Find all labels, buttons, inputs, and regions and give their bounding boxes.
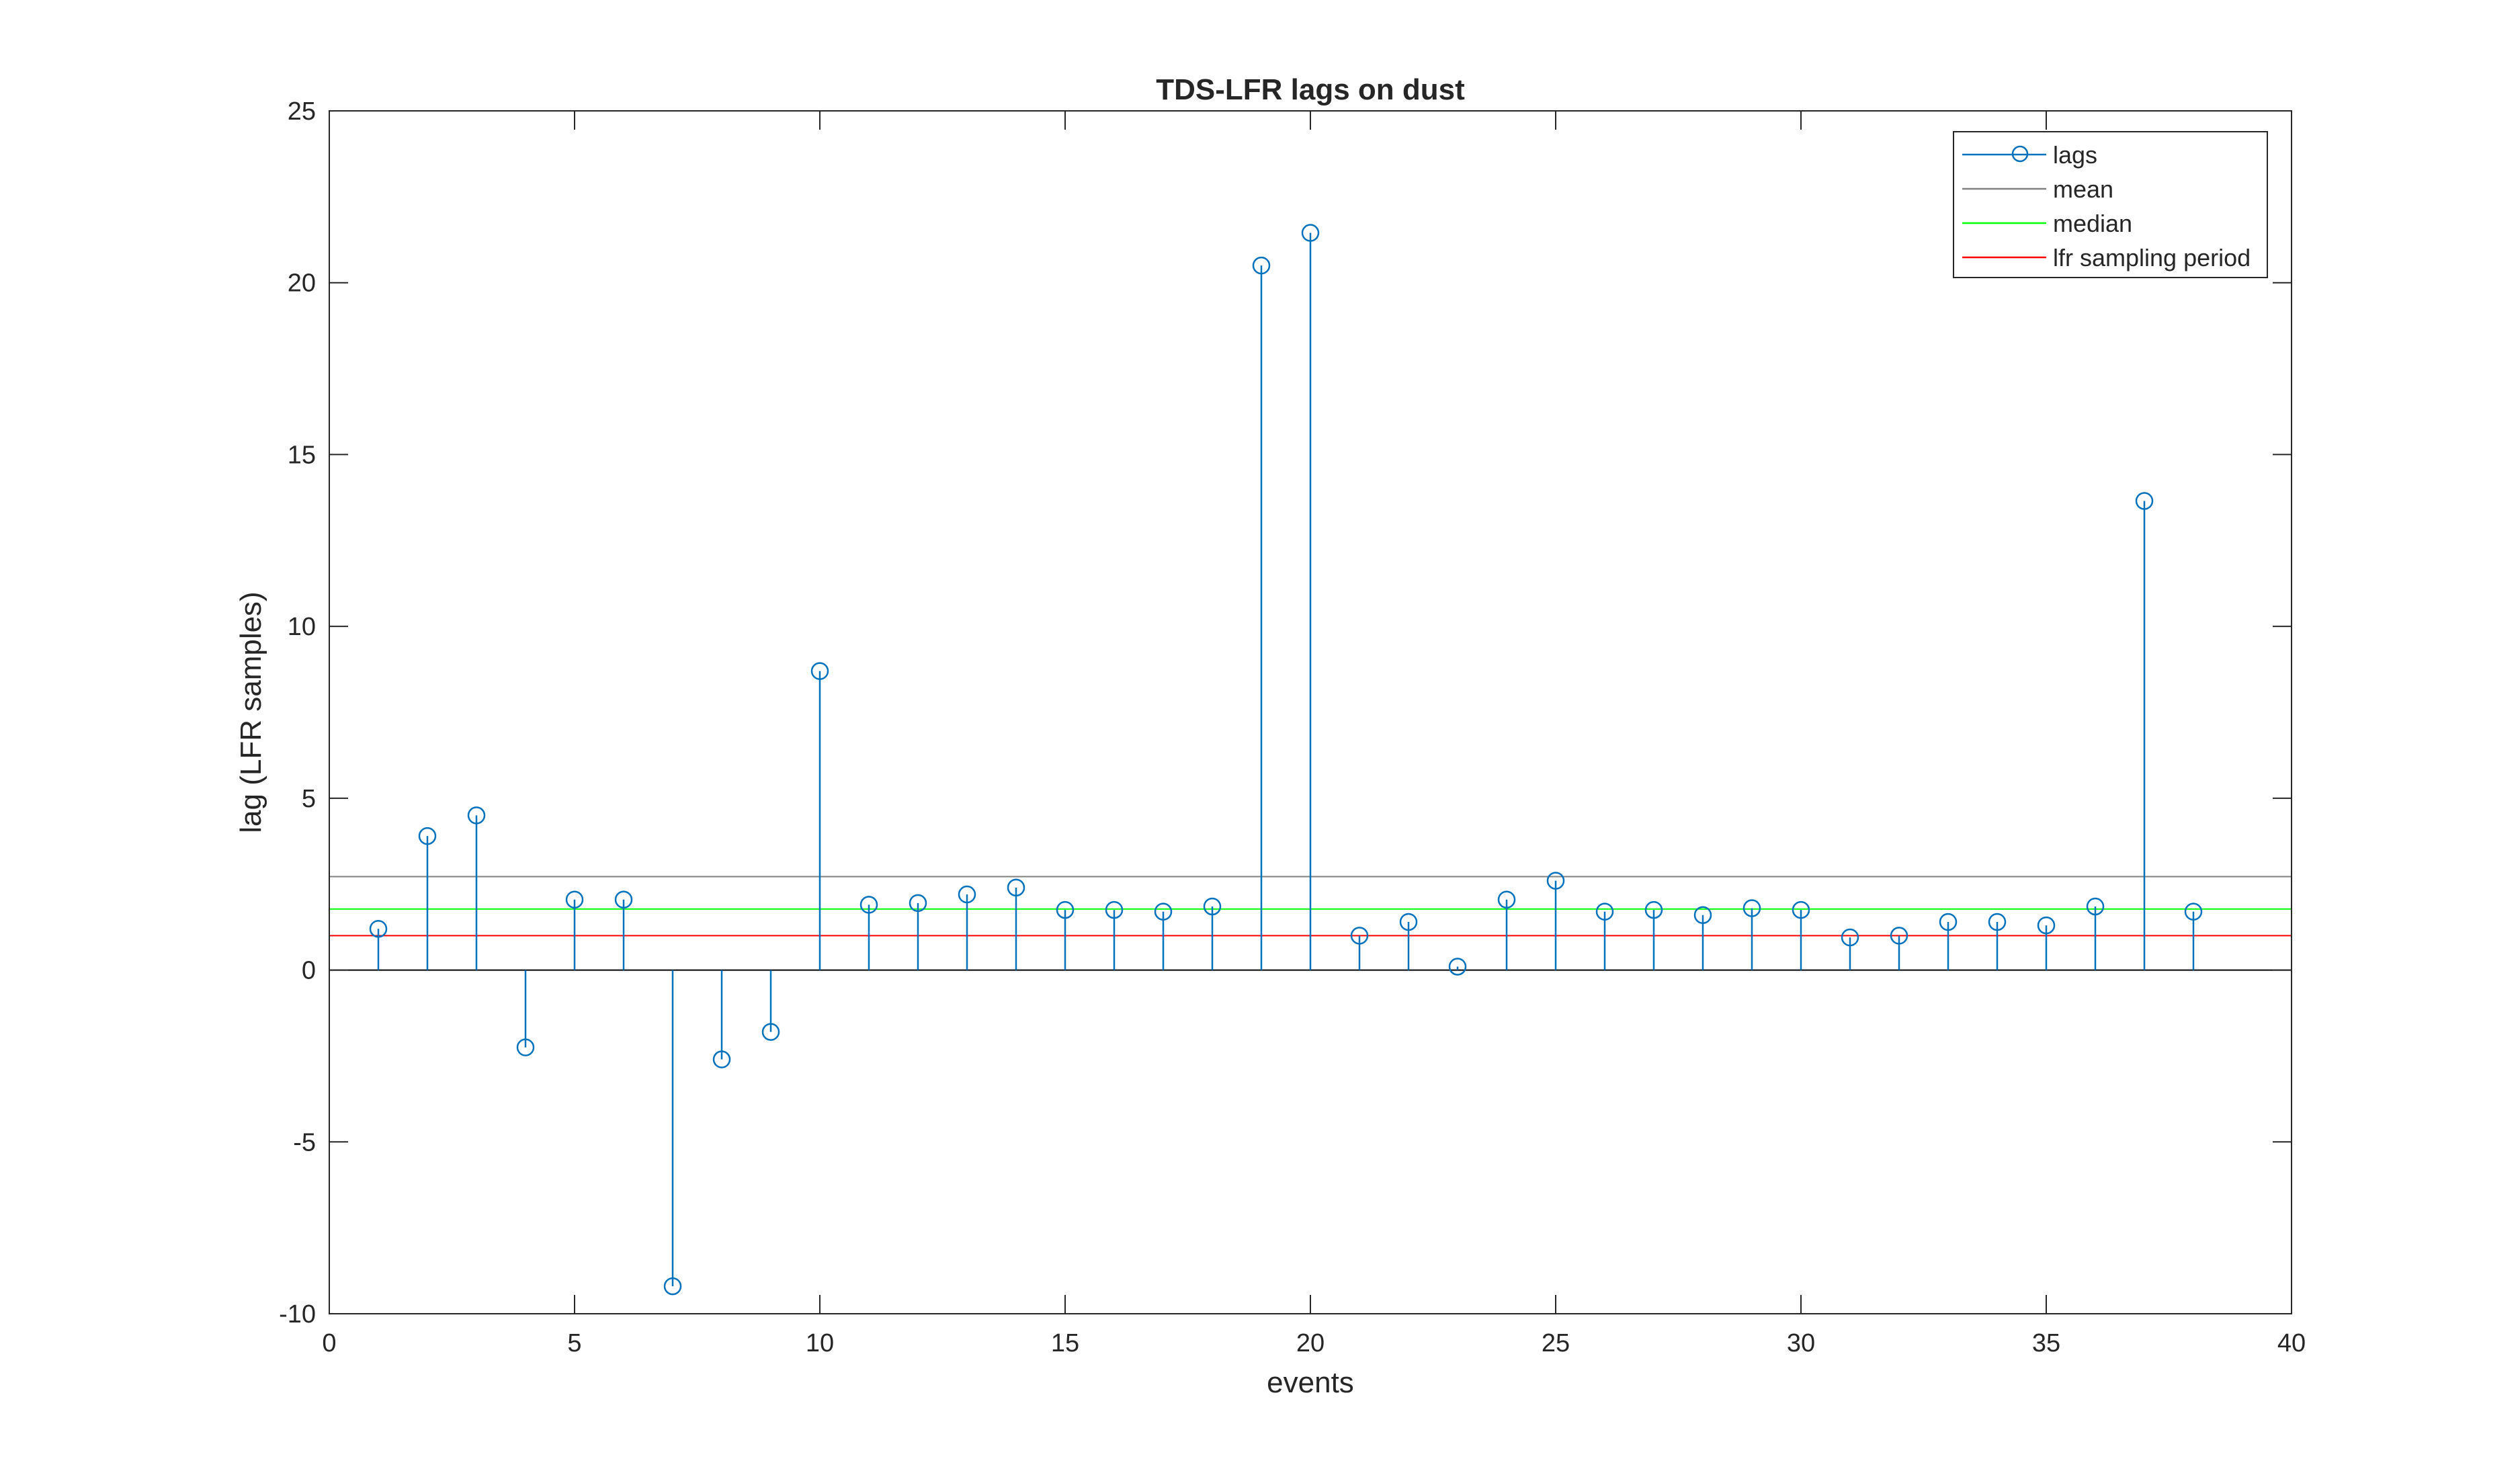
stem-marker[interactable] xyxy=(1792,900,1810,919)
chart-title: TDS-LFR lags on dust xyxy=(1156,73,1465,106)
x-axis-label: events xyxy=(1267,1366,1354,1399)
stem-marker[interactable] xyxy=(1595,902,1614,921)
stem-marker[interactable] xyxy=(1644,900,1663,919)
stem-marker[interactable] xyxy=(1252,256,1271,275)
stem-marker[interactable] xyxy=(761,1023,780,1041)
stem-marker[interactable] xyxy=(2037,916,2056,935)
stem-marker[interactable] xyxy=(2086,897,2105,916)
stem-marker[interactable] xyxy=(565,890,584,909)
y-tick-label: 15 xyxy=(288,441,316,469)
y-tick-label: -5 xyxy=(293,1128,316,1156)
x-tick-label: 5 xyxy=(567,1329,581,1357)
stem-marker[interactable] xyxy=(1154,902,1173,921)
stem-marker[interactable] xyxy=(418,827,437,845)
x-tick-label: 15 xyxy=(1051,1329,1079,1357)
stem-marker[interactable] xyxy=(1301,224,1320,242)
legend-marker-lags xyxy=(2011,145,2029,163)
stem-marker[interactable] xyxy=(1007,878,1025,897)
stem-marker[interactable] xyxy=(2184,902,2203,921)
stem-marker[interactable] xyxy=(1890,927,1908,945)
y-axis-label: lag (LFR samples) xyxy=(235,591,267,833)
x-tick-label: 30 xyxy=(1787,1329,1815,1357)
stem-marker[interactable] xyxy=(1742,899,1761,917)
x-tick-label: 25 xyxy=(1542,1329,1570,1357)
stem-marker[interactable] xyxy=(2135,492,2154,510)
stem-marker[interactable] xyxy=(614,890,633,909)
x-tick-label: 20 xyxy=(1296,1329,1325,1357)
stem-marker[interactable] xyxy=(1448,958,1467,976)
stem-marker[interactable] xyxy=(1988,913,2007,931)
x-tick-label: 35 xyxy=(2032,1329,2060,1357)
legend-label-mean: mean xyxy=(2053,175,2113,203)
legend-label-lags: lags xyxy=(2053,141,2097,169)
x-tick-label: 0 xyxy=(322,1329,336,1357)
stem-marker[interactable] xyxy=(1056,900,1075,919)
y-tick-label: 0 xyxy=(302,957,316,985)
stem-marker[interactable] xyxy=(810,662,829,680)
stem-marker[interactable] xyxy=(663,1277,682,1296)
legend-label-median: median xyxy=(2053,210,2132,237)
stem-marker[interactable] xyxy=(1841,928,1859,947)
stem-marker[interactable] xyxy=(1939,913,1958,931)
y-axis-ticks: -10 -5 0 5 10 15 20 25 xyxy=(279,97,2292,1329)
stem-series-lags xyxy=(369,224,2203,1296)
stem-marker[interactable] xyxy=(1497,890,1516,909)
legend-label-lfr-sampling-period: lfr sampling period xyxy=(2053,244,2251,271)
x-tick-label: 10 xyxy=(806,1329,834,1357)
stem-marker[interactable] xyxy=(1105,900,1124,919)
stem-marker[interactable] xyxy=(712,1050,731,1068)
stem-marker[interactable] xyxy=(1203,897,1222,916)
y-tick-label: 25 xyxy=(288,97,316,126)
y-tick-label: 20 xyxy=(288,269,316,298)
stem-marker[interactable] xyxy=(467,806,486,825)
x-tick-label: 40 xyxy=(2277,1329,2306,1357)
stem-marker[interactable] xyxy=(958,885,976,904)
stem-marker[interactable] xyxy=(369,919,388,938)
stem-marker[interactable] xyxy=(1399,913,1418,931)
y-tick-label: -10 xyxy=(279,1300,316,1329)
y-tick-label: 10 xyxy=(288,613,316,641)
legend[interactable]: lags mean median lfr sampling period xyxy=(1953,131,2268,278)
stem-marker[interactable] xyxy=(909,894,927,913)
stem-marker[interactable] xyxy=(859,896,878,914)
y-tick-label: 5 xyxy=(302,785,316,813)
stem-marker[interactable] xyxy=(1350,927,1369,945)
legend-box xyxy=(1953,131,2268,278)
stem-marker[interactable] xyxy=(1693,906,1712,924)
stem-marker[interactable] xyxy=(516,1038,535,1056)
x-axis-ticks: 0 5 10 15 20 25 30 35 40 xyxy=(322,111,2306,1357)
stem-marker[interactable] xyxy=(1546,872,1565,890)
